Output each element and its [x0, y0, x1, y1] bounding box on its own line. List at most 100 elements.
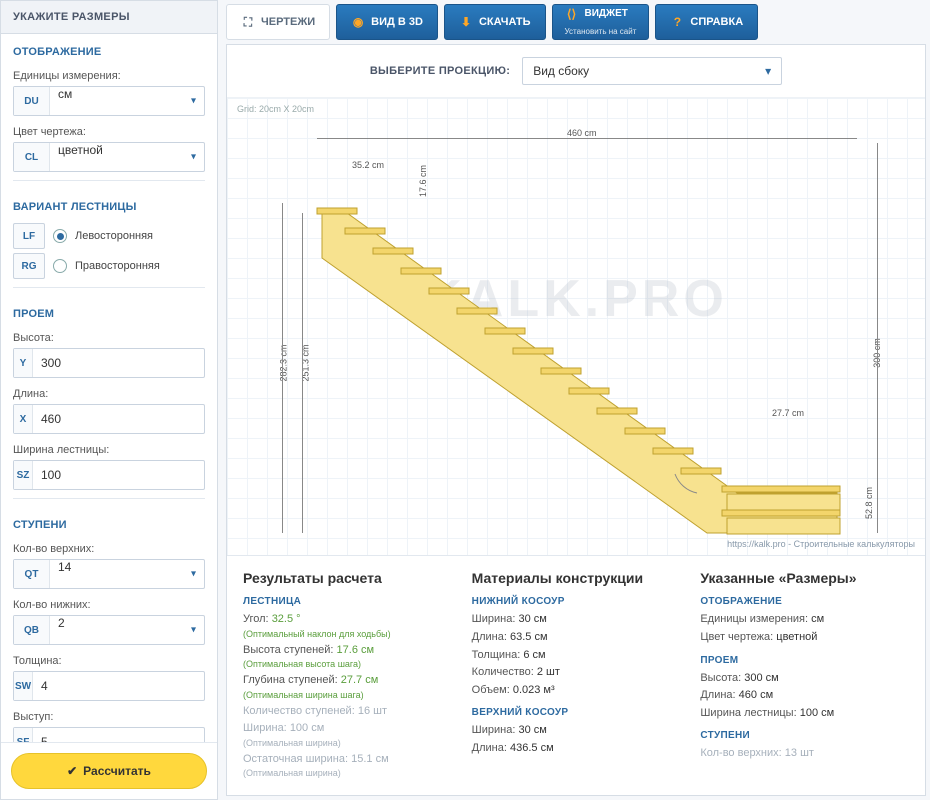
help-icon: ? [670, 15, 684, 29]
tab-3d[interactable]: ◉ВИД В 3D [336, 4, 438, 40]
radio-left-ctrl[interactable] [53, 229, 67, 243]
prefix-y: Y [14, 349, 33, 377]
radio-right-ctrl[interactable] [53, 259, 67, 273]
field-color[interactable]: CL цветной▾ [13, 142, 205, 172]
label-bottom-count: Кол-во нижних: [1, 593, 217, 615]
input-thickness[interactable] [33, 672, 204, 700]
field-units[interactable]: DU см▾ [13, 86, 205, 116]
drawings-icon: ⛶ [241, 15, 255, 29]
sidebar-body: ОТОБРАЖЕНИЕ Единицы измерения: DU см▾ Цв… [1, 34, 217, 742]
res-lw: Ширина: 30 см [472, 611, 681, 629]
res-lt: Толщина: 6 см [472, 647, 681, 665]
res-sub-open: ПРОЕМ [700, 655, 909, 666]
res-tc: Кол-во верхних: 13 шт [700, 745, 909, 763]
res-sd: Глубина ступеней: 27.7 см [243, 672, 452, 690]
results-col-2: Материалы конструкции НИЖНИЙ КОСОУР Шири… [472, 570, 681, 781]
res-sub-disp: ОТОБРАЖЕНИЕ [700, 596, 909, 607]
label-length: Длина: [1, 382, 217, 404]
res-sd-note: (Оптимальная ширина шага) [243, 690, 452, 701]
label-overhang: Выступ: [1, 705, 217, 727]
section-opening: ПРОЕМ [1, 296, 217, 326]
res-title-1: Результаты расчета [243, 570, 452, 586]
projection-select[interactable]: Вид сбоку [522, 57, 782, 85]
check-icon: ✔ [67, 764, 77, 778]
res-color: Цвет чертежа: цветной [700, 629, 909, 647]
canvas-area: ВЫБЕРИТЕ ПРОЕКЦИЮ: Вид сбоку Grid: 20cm … [226, 44, 926, 796]
prefix-cl: CL [14, 143, 50, 171]
divider [13, 180, 205, 181]
label-width: Ширина лестницы: [1, 438, 217, 460]
input-height[interactable] [33, 349, 204, 377]
label-units: Единицы измерения: [1, 64, 217, 86]
res-ul: Длина: 436.5 см [472, 740, 681, 758]
input-width[interactable] [33, 461, 204, 489]
res-oh: Высота: 300 см [700, 670, 909, 688]
field-bottom-count[interactable]: QB 2▾ [13, 615, 205, 645]
field-thickness[interactable]: SW [13, 671, 205, 701]
field-overhang[interactable]: SF [13, 727, 205, 742]
tab-widget[interactable]: ⟨⟩ВИДЖЕТУстановить на сайт [552, 4, 650, 40]
tab-drawings[interactable]: ⛶ ЧЕРТЕЖИ [226, 4, 330, 40]
res-angle-note: (Оптимальный наклон для ходьбы) [243, 629, 452, 640]
field-top-count[interactable]: QT 14▾ [13, 559, 205, 589]
drawing-canvas: Grid: 20cm X 20cm KALK.PRO https://kalk.… [227, 98, 925, 555]
projection-value: Вид сбоку [533, 64, 589, 78]
res-ll: Длина: 63.5 см [472, 629, 681, 647]
field-length[interactable]: X [13, 404, 205, 434]
res-uw: Ширина: 30 см [472, 722, 681, 740]
tab-widget-sub: Установить на сайт [565, 27, 637, 37]
prefix-lf: LF [13, 223, 45, 249]
res-sub-steps: СТУПЕНИ [700, 730, 909, 741]
label-top-count: Кол-во верхних: [1, 537, 217, 559]
res-cnt: Количество ступеней: 16 шт [243, 703, 452, 721]
select-color[interactable]: цветной [50, 143, 204, 171]
res-angle: Угол: 32.5 ° [243, 611, 452, 629]
res-w: Ширина: 100 см [243, 720, 452, 738]
res-sh: Высота ступеней: 17.6 см [243, 642, 452, 660]
label-color: Цвет чертежа: [1, 120, 217, 142]
field-height[interactable]: Y [13, 348, 205, 378]
res-title-3: Указанные «Размеры» [700, 570, 909, 586]
calc-button-label: Рассчитать [83, 764, 151, 778]
select-top-count[interactable]: 14 [50, 560, 204, 588]
staircase-svg [227, 98, 925, 555]
tab-drawings-label: ЧЕРТЕЖИ [261, 16, 315, 28]
divider [13, 498, 205, 499]
calculate-button[interactable]: ✔ Рассчитать [11, 753, 207, 789]
tab-download[interactable]: ⬇СКАЧАТЬ [444, 4, 546, 40]
radio-left-label: Левосторонняя [75, 230, 153, 242]
res-title-2: Материалы конструкции [472, 570, 681, 586]
projection-bar: ВЫБЕРИТЕ ПРОЕКЦИЮ: Вид сбоку [227, 45, 925, 98]
tab-help-label: СПРАВКА [690, 16, 743, 28]
results-col-1: Результаты расчета ЛЕСТНИЦА Угол: 32.5 °… [243, 570, 452, 781]
select-units[interactable]: см [50, 87, 204, 115]
projection-label: ВЫБЕРИТЕ ПРОЕКЦИЮ: [370, 65, 510, 77]
res-rw: Остаточная ширина: 15.1 см [243, 751, 452, 769]
section-steps: СТУПЕНИ [1, 507, 217, 537]
res-sh-note: (Оптимальная высота шага) [243, 659, 452, 670]
results: Результаты расчета ЛЕСТНИЦА Угол: 32.5 °… [227, 555, 925, 795]
radio-right[interactable]: RG Правосторонняя [13, 253, 205, 279]
tab-3d-label: ВИД В 3D [371, 16, 423, 28]
label-thickness: Толщина: [1, 649, 217, 671]
app-root: УКАЖИТЕ РАЗМЕРЫ ОТОБРАЖЕНИЕ Единицы изме… [0, 0, 930, 800]
res-lv: Объем: 0.023 м³ [472, 682, 681, 700]
main: ⛶ ЧЕРТЕЖИ ◉ВИД В 3D ⬇СКАЧАТЬ ⟨⟩ВИДЖЕТУста… [218, 0, 930, 800]
input-length[interactable] [33, 405, 204, 433]
sidebar: УКАЖИТЕ РАЗМЕРЫ ОТОБРАЖЕНИЕ Единицы изме… [0, 0, 218, 800]
input-overhang[interactable] [33, 728, 204, 742]
res-rw-note: (Оптимальная ширина) [243, 768, 452, 779]
prefix-sz: SZ [14, 461, 33, 489]
select-bottom-count[interactable]: 2 [50, 616, 204, 644]
prefix-qt: QT [14, 560, 50, 588]
res-sub-upper: ВЕРХНИЙ КОСОУР [472, 707, 681, 718]
field-width[interactable]: SZ [13, 460, 205, 490]
res-w-note: (Оптимальная ширина) [243, 738, 452, 749]
section-variant: ВАРИАНТ ЛЕСТНИЦЫ [1, 189, 217, 219]
section-display: ОТОБРАЖЕНИЕ [1, 34, 217, 64]
prefix-rg: RG [13, 253, 45, 279]
download-icon: ⬇ [459, 15, 473, 29]
toolbar: ⛶ ЧЕРТЕЖИ ◉ВИД В 3D ⬇СКАЧАТЬ ⟨⟩ВИДЖЕТУста… [218, 0, 930, 44]
radio-left[interactable]: LF Левосторонняя [13, 223, 205, 249]
tab-help[interactable]: ? СПРАВКА [655, 4, 758, 40]
